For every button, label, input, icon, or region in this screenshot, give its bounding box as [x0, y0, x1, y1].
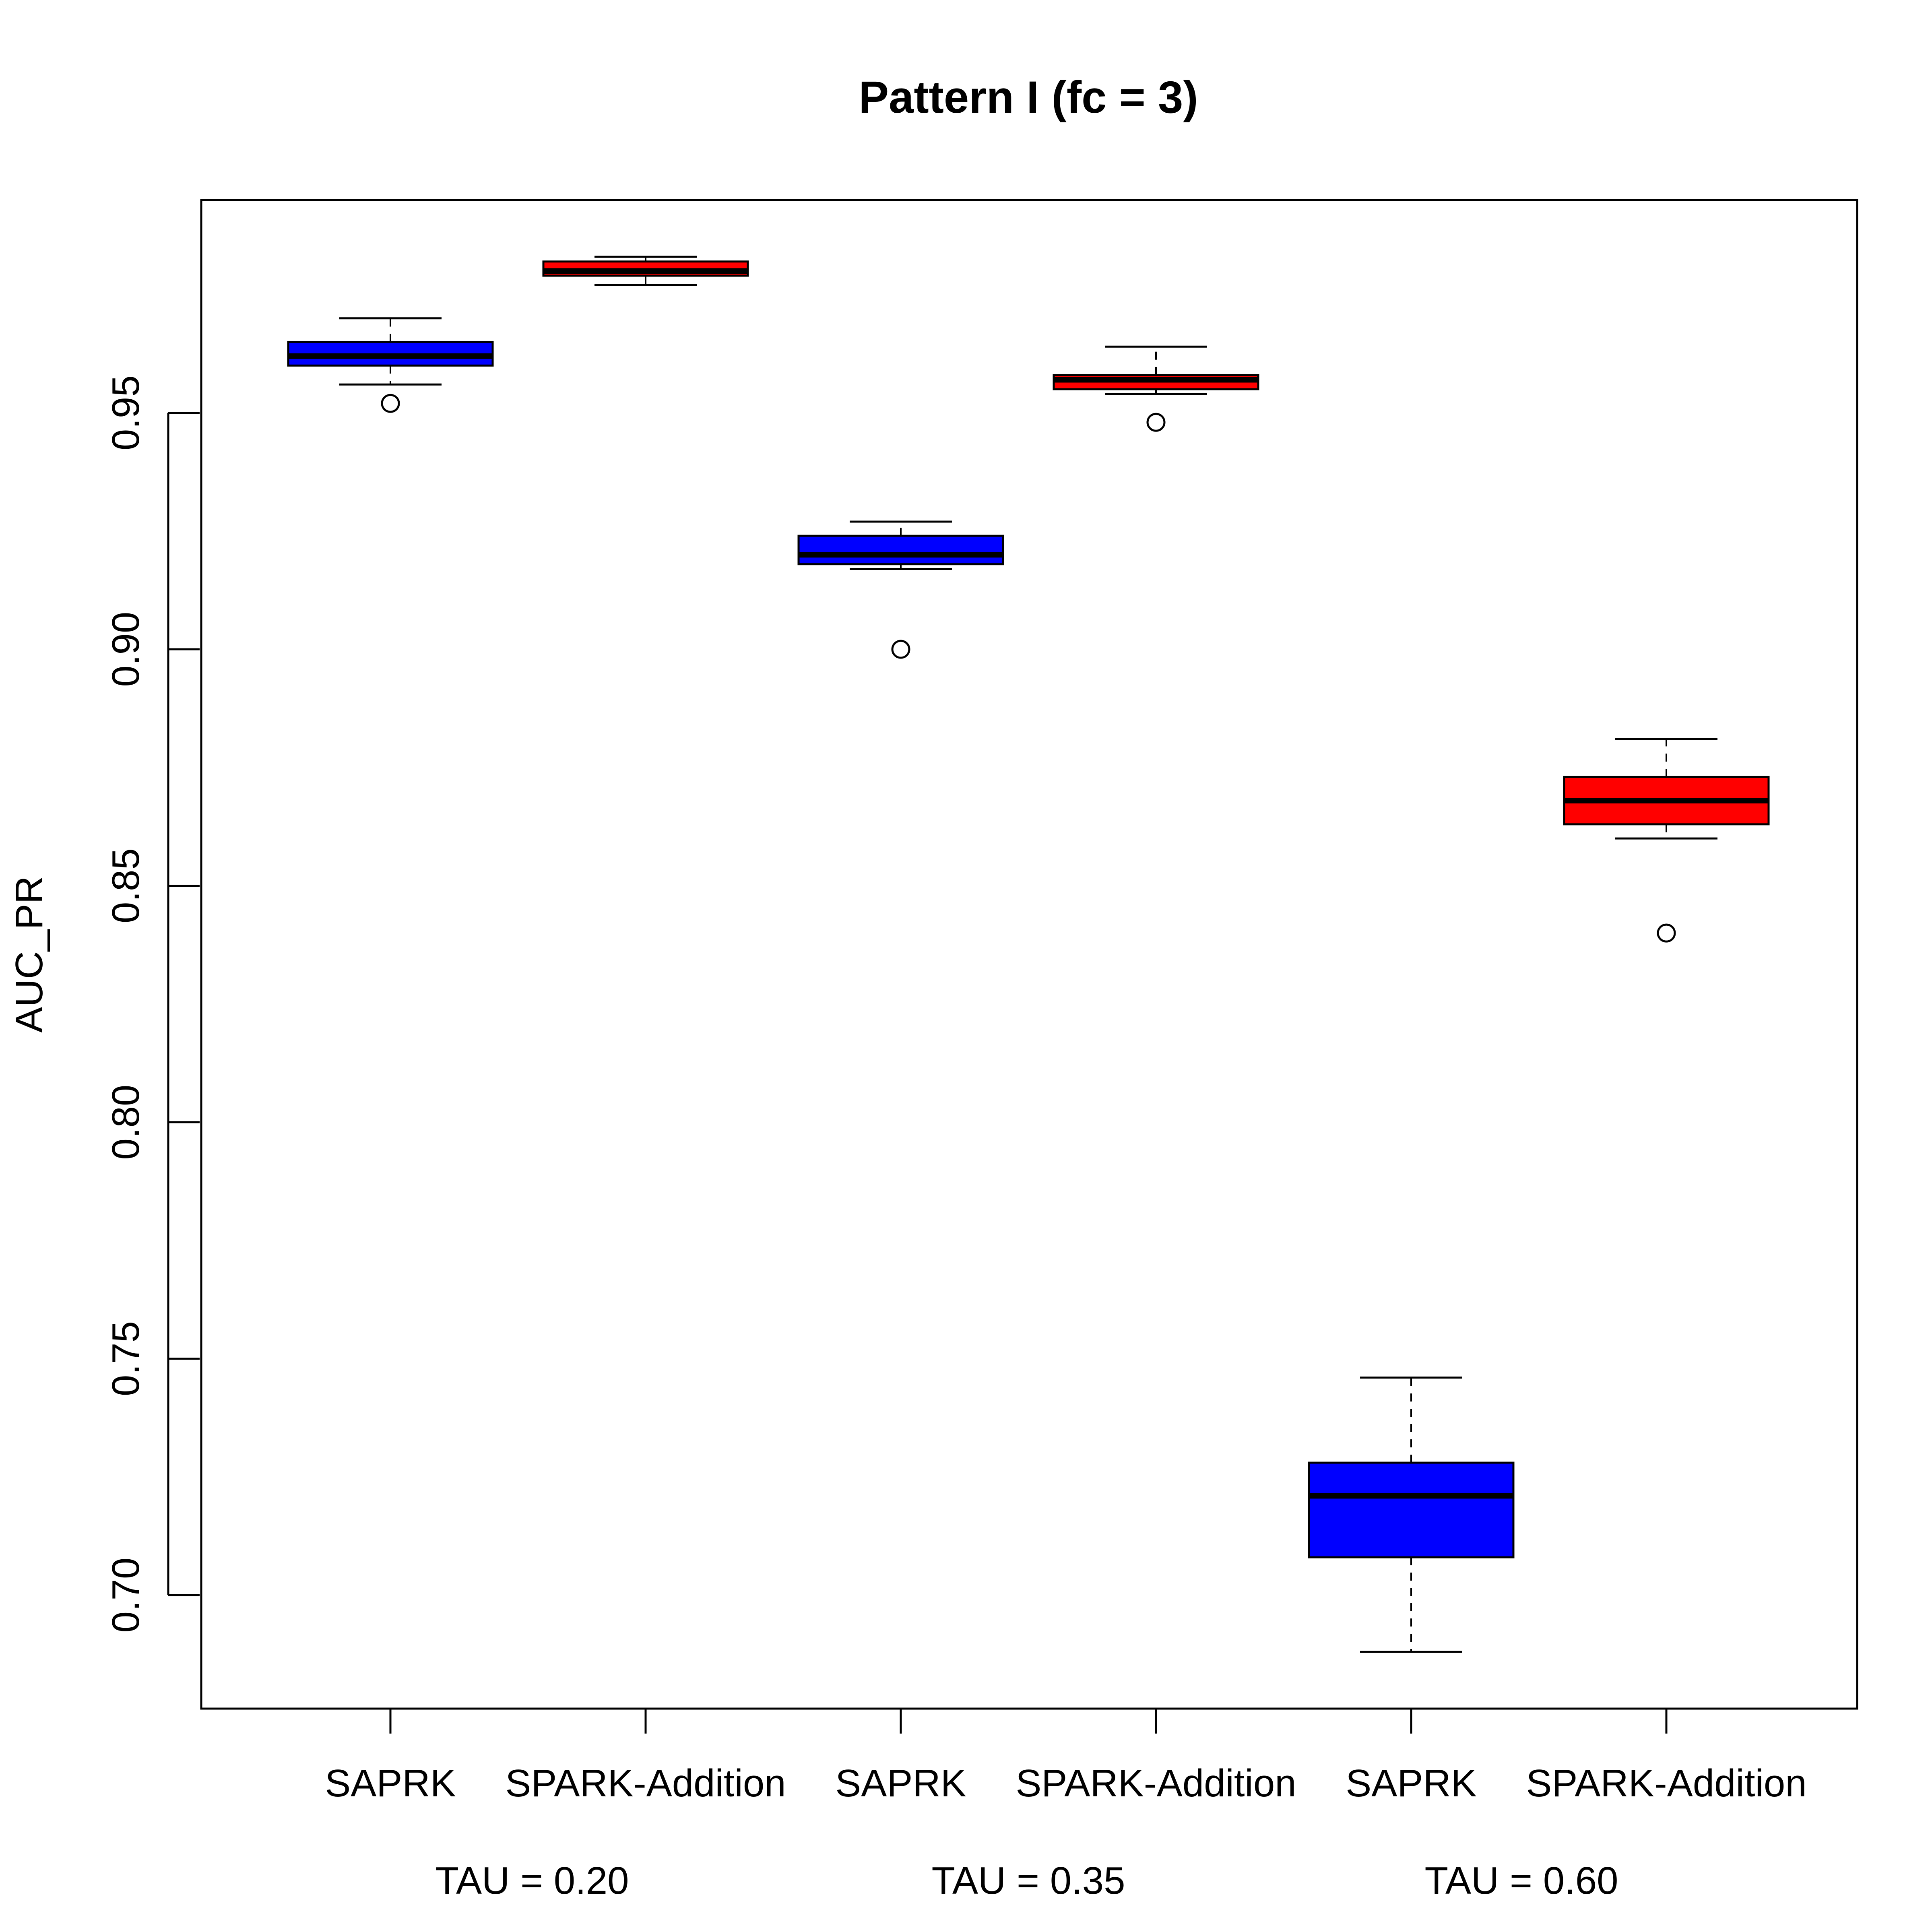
y-tick-label: 0.85 [104, 848, 147, 923]
y-tick-label: 0.95 [104, 375, 147, 450]
box-5 [1563, 738, 1770, 943]
boxes [287, 256, 1770, 1653]
x-tick-label: SAPRK [835, 1762, 966, 1805]
y-axis-title: AUC_PR [8, 876, 51, 1032]
x-tick-label: SPARK-Addition [1016, 1762, 1296, 1805]
outlier-point [891, 640, 910, 659]
group-label: TAU = 0.60 [1424, 1859, 1618, 1902]
y-axis: 0.70 0.75 0.80 0.85 0.90 0.95 [104, 375, 200, 1633]
box-3 [1053, 345, 1259, 432]
group-label: TAU = 0.35 [931, 1859, 1125, 1902]
box-1 [542, 256, 749, 286]
y-tick-label: 0.70 [104, 1558, 147, 1633]
outlier-point [1146, 413, 1166, 432]
x-tick-label: SAPRK [1346, 1762, 1476, 1805]
y-tick-label: 0.75 [104, 1321, 147, 1396]
chart-title: Pattern I (fc = 3) [859, 72, 1198, 122]
x-tick-label: SAPRK [325, 1762, 456, 1805]
x-tick-label: SPARK-Addition [1526, 1762, 1806, 1805]
group-label: TAU = 0.20 [435, 1859, 629, 1902]
outlier-point [1657, 923, 1676, 943]
box-body [1308, 1461, 1515, 1558]
box-4 [1308, 1377, 1515, 1653]
y-tick-label: 0.80 [104, 1085, 147, 1160]
box-body [797, 535, 1004, 566]
y-tick-label: 0.90 [104, 612, 147, 687]
x-axis: SAPRK SPARK-Addition SAPRK SPARK-Addition SA… [325, 1707, 1807, 1805]
box-2 [797, 520, 1004, 659]
x-tick-label: SPARK-Addition [505, 1762, 786, 1805]
box-0 [287, 317, 494, 413]
outlier-point [381, 394, 400, 413]
group-labels: TAU = 0.20 TAU = 0.35 TAU = 0.60 [435, 1859, 1618, 1902]
